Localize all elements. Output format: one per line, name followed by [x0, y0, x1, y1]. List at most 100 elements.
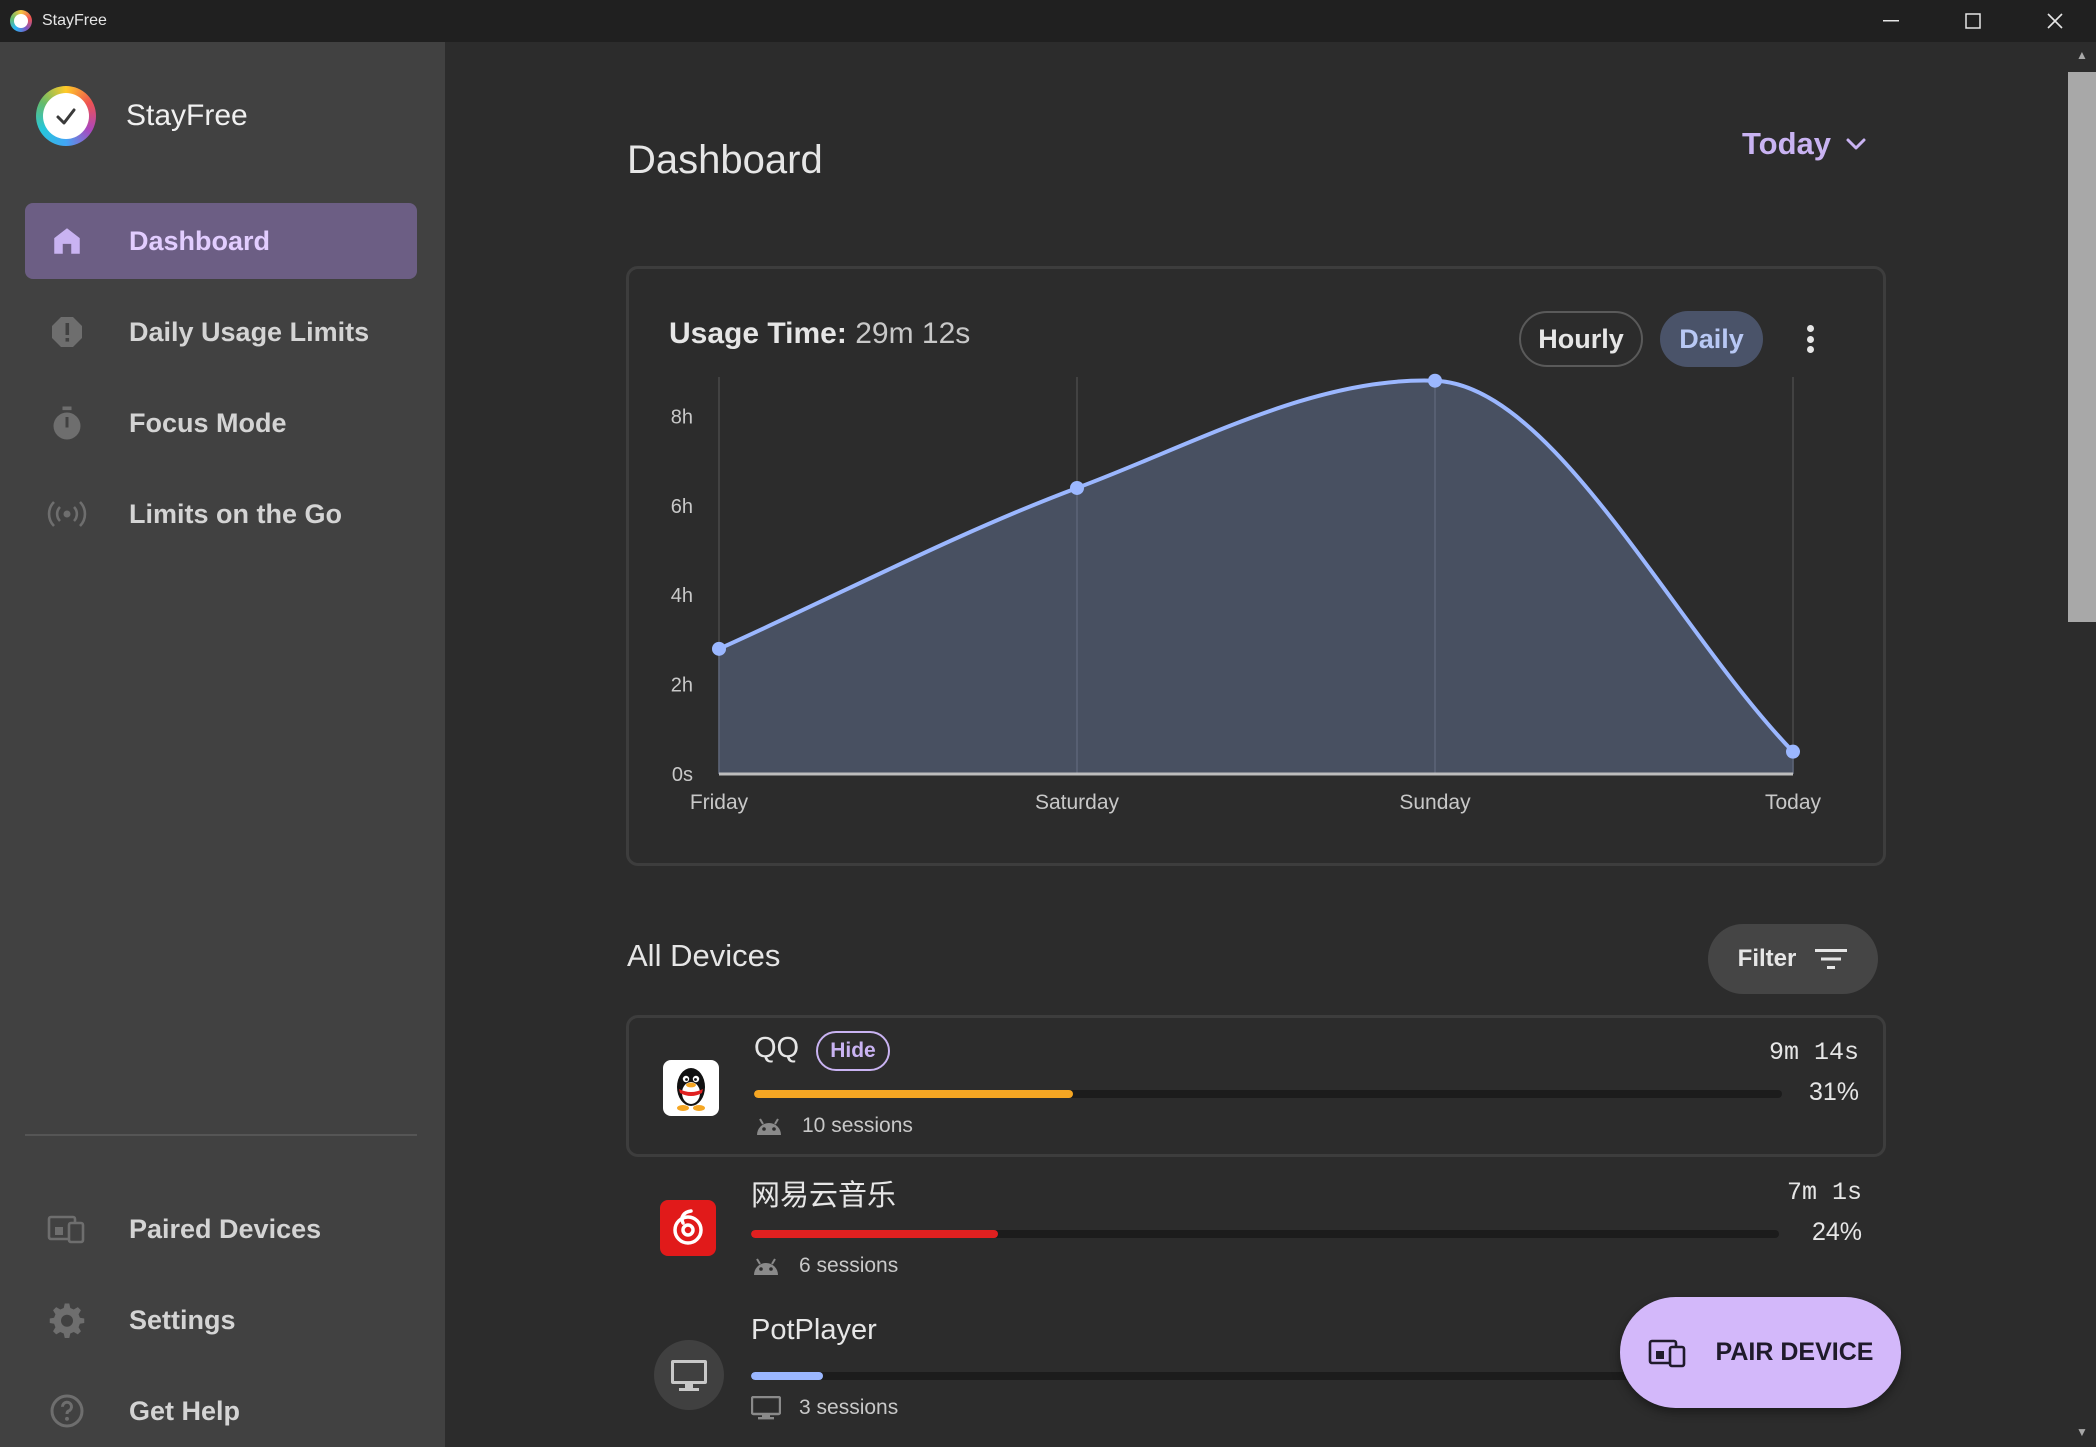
filter-button[interactable]: Filter: [1708, 924, 1878, 994]
app-logo-icon: [10, 10, 32, 32]
scroll-up-icon[interactable]: ▲: [2076, 48, 2088, 62]
scrollbar-thumb[interactable]: [2068, 72, 2096, 622]
stayfree-logo-icon: [36, 86, 96, 146]
app-sessions: 3 sessions: [751, 1396, 898, 1420]
brand-name: StayFree: [126, 99, 248, 132]
usage-time-value: 29m 12s: [855, 317, 971, 350]
usage-progress-fill: [751, 1230, 998, 1238]
app-row-potplayer[interactable]: PotPlayer 3 sessions: [626, 1300, 1886, 1442]
more-options-icon[interactable]: [1792, 321, 1828, 357]
all-devices-heading: All Devices: [627, 938, 781, 973]
gear-icon: [47, 1300, 87, 1340]
app-percent: 31%: [1808, 1078, 1859, 1106]
sidebar: StayFree Dashboard Daily Usage Limits Fo…: [0, 42, 445, 1447]
sidebar-divider: [25, 1134, 417, 1136]
stopwatch-icon: [47, 403, 87, 443]
x-tick-label: Sunday: [1399, 791, 1471, 814]
x-tick-label: Saturday: [1035, 791, 1120, 814]
data-point-friday: [712, 641, 726, 656]
title-bar: StayFree: [0, 0, 2096, 42]
scroll-down-icon[interactable]: ▼: [2076, 1425, 2088, 1439]
help-icon: [47, 1391, 87, 1431]
usage-time-label: Usage Time:: [669, 317, 847, 350]
app-name: QQ: [754, 1032, 800, 1064]
x-tick-label: Friday: [690, 791, 749, 814]
nav-item-settings[interactable]: Settings: [25, 1282, 417, 1358]
android-icon: [751, 1255, 781, 1277]
nav-label-daily-usage-limits: Daily Usage Limits: [129, 316, 370, 347]
app-name: 网易云音乐: [751, 1180, 897, 1212]
page-title: Dashboard: [627, 138, 823, 182]
brand: StayFree: [36, 86, 248, 146]
x-tick-label: Today: [1765, 791, 1822, 814]
android-icon: [754, 1115, 784, 1137]
usage-progress-bar: [751, 1372, 1779, 1380]
app-duration: 7m 1s: [1786, 1178, 1862, 1207]
usage-series-line: [717, 378, 1795, 754]
app-sessions: 10 sessions: [754, 1114, 913, 1138]
minimize-icon[interactable]: [1850, 0, 1932, 42]
window-title: StayFree: [42, 12, 107, 29]
filter-label: Filter: [1737, 945, 1797, 972]
netease-music-icon: [660, 1200, 716, 1256]
daily-toggle-button[interactable]: Daily: [1660, 311, 1763, 367]
nav-item-focus-mode[interactable]: Focus Mode: [25, 385, 417, 461]
vertical-scrollbar[interactable]: ▲ ▼: [2068, 42, 2096, 1447]
pair-device-label: PAIR DEVICE: [1715, 1338, 1874, 1366]
app-duration: 9m 14s: [1768, 1038, 1859, 1067]
qq-penguin-icon: [663, 1060, 719, 1116]
nav-label-settings: Settings: [129, 1304, 236, 1335]
date-range-dropdown[interactable]: Today: [1742, 126, 1867, 162]
app-percent: 24%: [1811, 1218, 1862, 1246]
nav-label-limits-on-the-go: Limits on the Go: [129, 498, 342, 529]
maximize-icon[interactable]: [1932, 0, 2014, 42]
devices-icon: [47, 1209, 87, 1249]
date-range-label: Today: [1742, 126, 1831, 161]
usage-progress-fill: [751, 1372, 823, 1380]
app-row-qq[interactable]: QQ Hide 9m 14s 31% 10 sessions: [626, 1015, 1886, 1157]
broadcast-icon: [47, 494, 87, 534]
y-tick-label: 6h: [671, 496, 693, 518]
chevron-down-icon: [1846, 138, 1866, 150]
data-point-saturday: [1070, 480, 1084, 495]
close-icon[interactable]: [2014, 0, 2096, 42]
usage-area-fill: [719, 380, 1793, 774]
nav-label-get-help: Get Help: [129, 1395, 241, 1426]
limit-alert-icon: [47, 312, 87, 352]
nav-item-get-help[interactable]: Get Help: [25, 1373, 417, 1447]
y-tick-label: 2h: [671, 675, 693, 697]
app-row-netease-music[interactable]: 网易云音乐 7m 1s 24% 6 sessions: [626, 1158, 1886, 1300]
nav-label-dashboard: Dashboard: [129, 225, 271, 256]
main-content: Dashboard Today Usage Time: 29m 12s Hour…: [445, 42, 2068, 1447]
data-point-sunday: [1428, 373, 1442, 388]
sessions-count: 6 sessions: [799, 1254, 899, 1277]
y-tick-label: 0s: [672, 764, 693, 786]
hourly-toggle-button[interactable]: Hourly: [1519, 311, 1643, 367]
app-sessions: 6 sessions: [751, 1254, 898, 1278]
hide-badge[interactable]: Hide: [816, 1031, 890, 1071]
devices-icon: [1648, 1339, 1685, 1367]
y-tick-label: 8h: [671, 406, 693, 428]
app-name: PotPlayer: [751, 1314, 877, 1346]
home-icon: [47, 221, 87, 261]
nav-label-paired-devices: Paired Devices: [129, 1213, 322, 1244]
usage-progress-bar: [754, 1090, 1782, 1098]
sessions-count: 3 sessions: [799, 1396, 899, 1419]
nav-label-focus-mode: Focus Mode: [129, 407, 287, 438]
usage-progress-bar: [751, 1230, 1779, 1238]
nav-item-dashboard[interactable]: Dashboard: [25, 203, 417, 279]
usage-area-chart: 0s 2h 4h 6h 8h Friday Saturday Sunday Today: [671, 373, 1822, 814]
nav-item-paired-devices[interactable]: Paired Devices: [25, 1191, 417, 1267]
sessions-count: 10 sessions: [802, 1114, 913, 1137]
usage-time-heading: Usage Time: 29m 12s: [669, 317, 970, 351]
usage-progress-fill: [754, 1090, 1073, 1098]
data-point-today: [1786, 744, 1800, 759]
nav-item-limits-on-the-go[interactable]: Limits on the Go: [25, 476, 417, 552]
desktop-app-icon: [654, 1340, 724, 1410]
nav-item-daily-usage-limits[interactable]: Daily Usage Limits: [25, 294, 417, 370]
y-tick-label: 4h: [671, 585, 693, 607]
filter-icon: [1815, 949, 1848, 969]
usage-chart-card: Usage Time: 29m 12s Hourly Daily 0s 2h 4h 6…: [626, 266, 1886, 866]
monitor-icon: [751, 1396, 781, 1420]
pair-device-button[interactable]: PAIR DEVICE: [1620, 1297, 1901, 1408]
